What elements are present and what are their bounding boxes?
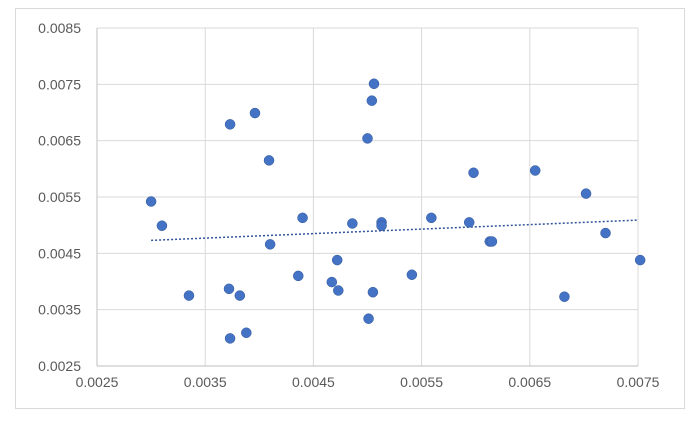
scatter-point bbox=[241, 327, 252, 339]
scatter-point bbox=[249, 107, 261, 119]
y-tick-labels: 0.0025 0.0035 0.0045 0.0055 0.0065 0.0075 0.00… bbox=[38, 20, 81, 374]
y-tick-label: 0.0075 bbox=[38, 76, 81, 92]
scatter-point bbox=[634, 254, 646, 266]
scatter-point bbox=[223, 283, 235, 295]
scatter-point bbox=[468, 167, 479, 179]
scatter-point bbox=[297, 212, 308, 224]
scatter-point bbox=[529, 165, 541, 176]
scatter-point bbox=[263, 155, 275, 166]
scatter-point bbox=[406, 269, 418, 280]
y-tick-label: 0.0035 bbox=[38, 302, 81, 318]
scatter-point bbox=[293, 270, 304, 282]
y-tick-label: 0.0025 bbox=[38, 358, 81, 374]
scatter-point bbox=[426, 212, 437, 224]
y-tick-label: 0.0065 bbox=[38, 133, 81, 149]
scatter-point bbox=[463, 217, 475, 228]
scatter-point bbox=[156, 220, 168, 231]
scatter-point bbox=[224, 333, 236, 344]
scatter-point bbox=[376, 220, 387, 231]
scatter-point bbox=[366, 95, 378, 106]
scatter-point bbox=[183, 290, 195, 301]
data-points bbox=[145, 78, 646, 344]
scatter-point bbox=[333, 285, 344, 296]
x-tick-label: 0.0025 bbox=[76, 374, 119, 390]
x-tick-labels: 0.0025 0.0035 0.0045 0.0055 0.0065 0.0075 bbox=[76, 374, 660, 390]
x-tick-label: 0.0065 bbox=[508, 374, 551, 390]
x-tick-label: 0.0035 bbox=[184, 374, 227, 390]
scatter-point bbox=[234, 290, 246, 301]
scatter-point bbox=[362, 133, 373, 144]
gridlines bbox=[97, 27, 639, 366]
scatter-point bbox=[580, 188, 592, 199]
scatter-point bbox=[363, 313, 374, 324]
scatter-point bbox=[145, 196, 157, 207]
scatter-point bbox=[600, 227, 611, 239]
x-tick-label: 0.0045 bbox=[292, 374, 335, 390]
y-tick-label: 0.0085 bbox=[38, 20, 81, 36]
x-tick-label: 0.0075 bbox=[617, 374, 660, 390]
y-tick-label: 0.0045 bbox=[38, 245, 81, 261]
trendline-group bbox=[151, 219, 639, 242]
y-tick-label: 0.0055 bbox=[38, 189, 81, 205]
scatter-point bbox=[347, 218, 358, 229]
scatter-point bbox=[486, 236, 498, 247]
scatter-point bbox=[224, 119, 236, 130]
chart-frame bbox=[15, 8, 685, 409]
scatter-point bbox=[559, 291, 570, 302]
scatter-point bbox=[264, 239, 276, 250]
scatter-point bbox=[368, 78, 380, 90]
scatter-point bbox=[367, 286, 379, 298]
axes bbox=[96, 28, 638, 367]
scatter-point bbox=[331, 254, 343, 266]
scatter-point bbox=[326, 276, 338, 288]
linear-trendline bbox=[151, 219, 639, 242]
x-tick-label: 0.0055 bbox=[400, 374, 443, 390]
